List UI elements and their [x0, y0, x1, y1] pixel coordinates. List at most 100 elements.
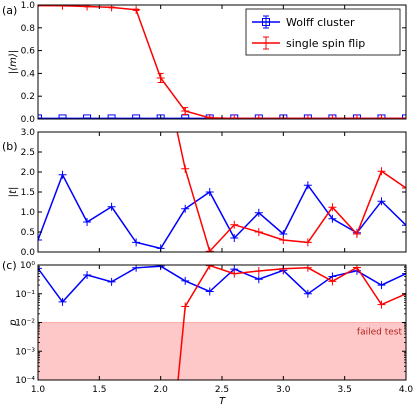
data-point — [169, 108, 177, 116]
data-point — [230, 269, 239, 278]
x-axis-label: T — [219, 396, 226, 407]
data-point — [107, 5, 116, 12]
data-point — [377, 281, 386, 290]
data-point — [83, 5, 92, 11]
data-point — [377, 197, 386, 206]
data-point — [107, 277, 116, 286]
data-point — [58, 170, 67, 179]
data-point — [107, 114, 116, 119]
y-axis-label: p — [8, 319, 19, 326]
data-point — [58, 5, 67, 10]
failed-test-region — [38, 322, 406, 380]
x-tick-label: 2.0 — [154, 385, 169, 395]
data-point — [181, 204, 190, 213]
data-point — [156, 114, 165, 119]
data-point — [230, 114, 239, 119]
data-point — [254, 275, 263, 284]
series-line — [38, 172, 406, 250]
data-point — [132, 238, 141, 247]
data-point — [83, 114, 92, 119]
series-single-spin-flip — [169, 108, 406, 252]
y-tick-label: 0.4 — [21, 69, 36, 79]
data-point — [279, 236, 288, 244]
data-point — [402, 114, 406, 119]
data-point — [205, 247, 214, 252]
data-point — [328, 203, 337, 212]
data-point — [352, 114, 361, 119]
data-point — [38, 236, 42, 244]
data-point — [303, 114, 312, 119]
data-point — [156, 73, 165, 82]
data-point — [38, 114, 42, 119]
y-tick-label: 0.5 — [21, 228, 35, 238]
data-point — [303, 289, 312, 298]
data-point — [254, 228, 263, 236]
data-point — [402, 184, 406, 192]
y-tick-label: 1.0 — [21, 208, 36, 218]
data-point — [38, 5, 42, 10]
data-point — [254, 266, 263, 275]
y-tick-label: 0.8 — [21, 24, 36, 34]
y-tick-label: 0.6 — [21, 47, 36, 57]
axes-frame — [37, 131, 407, 253]
x-tick-label: 4.0 — [399, 385, 414, 395]
data-point — [254, 114, 263, 119]
data-point — [83, 218, 92, 226]
data-point — [205, 287, 214, 296]
data-point — [328, 277, 337, 286]
data-point — [58, 297, 67, 306]
panel-label: (a) — [2, 4, 17, 17]
data-point — [377, 300, 386, 309]
data-point — [38, 265, 42, 273]
data-point — [402, 221, 406, 230]
data-point — [107, 202, 116, 211]
x-tick-label: 1.0 — [31, 385, 46, 395]
data-point — [328, 114, 337, 119]
y-tick-label: 0.2 — [21, 92, 35, 102]
data-point — [132, 114, 141, 119]
y-tick-label: 10⁻² — [15, 319, 35, 329]
x-tick-label: 3.0 — [276, 385, 291, 395]
y-axis-label: |⟨m⟩| — [8, 50, 19, 74]
data-point — [352, 265, 361, 272]
data-point — [402, 269, 406, 278]
y-tick-label: 10⁰ — [20, 261, 35, 271]
y-tick-label: 0.0 — [21, 248, 36, 258]
data-point — [303, 181, 312, 190]
y-tick-label: 0.0 — [21, 115, 36, 125]
legend: Wolff cluster single spin flip — [245, 8, 401, 56]
series-wolff-cluster — [38, 170, 406, 252]
y-tick-label: 2.0 — [21, 168, 36, 178]
y-tick-label: 10⁻³ — [15, 347, 35, 357]
data-point — [181, 276, 190, 285]
y-tick-label: 10⁻¹ — [15, 290, 35, 300]
y-tick-label: 3.0 — [21, 128, 36, 138]
data-point — [181, 164, 190, 173]
y-tick-label: 10⁻⁴ — [15, 376, 35, 386]
data-point — [205, 265, 214, 270]
data-point — [377, 167, 386, 176]
data-point — [205, 113, 214, 119]
x-tick-label: 1.5 — [92, 385, 106, 395]
panel-label: (b) — [2, 140, 18, 153]
data-point — [181, 302, 190, 311]
y-tick-label: 1.0 — [21, 1, 36, 11]
y-tick-label: 1.5 — [21, 188, 35, 198]
failed-test-label: failed test — [357, 328, 403, 338]
data-point — [230, 234, 239, 242]
panel-label: (c) — [2, 259, 17, 272]
data-point — [181, 107, 190, 116]
data-point — [83, 270, 92, 279]
legend-label: single spin flip — [286, 37, 365, 50]
data-point — [328, 214, 337, 223]
legend-box — [245, 8, 401, 56]
legend-marker — [262, 18, 270, 26]
x-tick-label: 3.5 — [338, 385, 352, 395]
data-point — [205, 188, 214, 196]
data-point — [132, 5, 141, 14]
x-tick-label: 2.5 — [215, 385, 229, 395]
data-point — [230, 220, 239, 229]
legend-label: Wolff cluster — [286, 16, 355, 29]
data-point — [254, 208, 263, 217]
